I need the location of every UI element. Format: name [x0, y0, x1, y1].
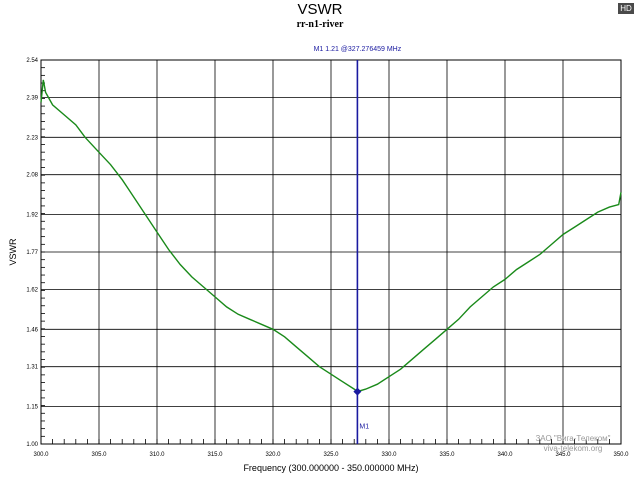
- y-axis-label: VSWR: [8, 238, 18, 266]
- y-tick-label: 2.08: [26, 173, 38, 179]
- marker-readout: M1 1.21 @327.276459 MHz: [314, 46, 402, 53]
- x-tick-label: 305.0: [91, 452, 107, 458]
- chart-series: [40, 79, 622, 393]
- y-tick-label: 1.77: [26, 250, 38, 256]
- y-tick-label: 1.46: [26, 327, 38, 333]
- y-tick-label: 1.00: [26, 442, 38, 448]
- y-tick-label: 2.54: [26, 58, 38, 64]
- x-tick-label: 300.0: [33, 452, 49, 458]
- y-tick-label: 1.15: [26, 405, 38, 411]
- marker-point: [353, 387, 362, 396]
- x-tick-label: 325.0: [323, 452, 339, 458]
- chart-title: VSWR: [297, 1, 343, 18]
- chart-tick-labels: 300.0 305.0 310.0 315.0 320.0 325.0 330.0 335.0…: [26, 58, 629, 458]
- chart-subtitle: rr-n1-river: [296, 19, 344, 30]
- x-tick-label: 345.0: [555, 452, 571, 458]
- vswr-series-line: [40, 79, 622, 393]
- watermark-site: viva-telekom.org: [543, 444, 603, 453]
- chart-grid: [40, 59, 622, 445]
- hd-badge[interactable]: HD: [618, 3, 634, 14]
- x-tick-label: 350.0: [613, 452, 629, 458]
- x-tick-label: 320.0: [265, 452, 281, 458]
- x-tick-label: 315.0: [207, 452, 223, 458]
- x-tick-label: 310.0: [149, 452, 165, 458]
- x-axis-label: Frequency (300.000000 - 350.000000 MHz): [243, 463, 418, 473]
- y-tick-label: 2.23: [26, 135, 38, 141]
- marker-name: M1: [359, 424, 369, 431]
- y-tick-label: 2.39: [26, 95, 38, 101]
- y-tick-label: 1.31: [26, 365, 38, 371]
- x-tick-label: 340.0: [497, 452, 513, 458]
- watermark: ЗАО "Вига-Телеком" viva-telekom.org: [508, 434, 638, 454]
- x-tick-label: 335.0: [439, 452, 455, 458]
- y-tick-label: 1.62: [26, 287, 38, 293]
- y-tick-label: 1.92: [26, 213, 38, 219]
- chart-marker[interactable]: M1 1.21 @327.276459 MHz M1: [314, 46, 402, 444]
- x-tick-label: 330.0: [381, 452, 397, 458]
- watermark-company: ЗАО "Вига-Телеком": [535, 434, 611, 443]
